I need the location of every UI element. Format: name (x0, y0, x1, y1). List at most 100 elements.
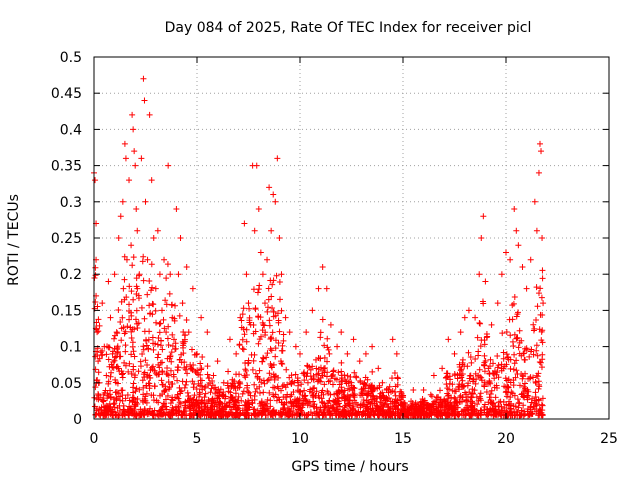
data-point (242, 367, 249, 374)
data-point (315, 370, 322, 377)
data-point (100, 403, 107, 410)
data-point (324, 335, 331, 342)
data-point (313, 365, 320, 372)
data-point (198, 314, 205, 321)
data-point (107, 403, 114, 410)
data-point (503, 393, 510, 400)
data-point (266, 184, 273, 191)
data-point (444, 370, 451, 377)
data-point (332, 397, 339, 404)
data-point (268, 293, 275, 300)
data-point (142, 357, 149, 364)
data-point (425, 402, 432, 409)
data-point (379, 401, 386, 408)
data-point (189, 346, 195, 353)
data-point (275, 410, 282, 417)
data-point (487, 356, 494, 363)
data-point (276, 328, 283, 335)
data-point (253, 385, 260, 392)
data-point (159, 359, 166, 366)
data-point (445, 395, 452, 402)
data-point (270, 371, 277, 378)
data-point (475, 352, 482, 359)
data-point (453, 399, 460, 406)
data-point (186, 405, 193, 412)
data-point (275, 340, 282, 347)
data-point (296, 404, 303, 411)
data-point (492, 394, 499, 401)
data-point (120, 285, 127, 292)
data-point (109, 364, 116, 371)
data-point (539, 395, 546, 402)
data-point (150, 346, 157, 353)
data-point (537, 359, 544, 366)
data-point (300, 400, 307, 407)
data-point (454, 375, 461, 382)
data-point (119, 198, 126, 205)
data-point (181, 332, 188, 339)
data-point (498, 271, 505, 278)
data-point (226, 336, 233, 343)
data-point (118, 325, 125, 332)
data-point (287, 393, 294, 400)
data-point (375, 412, 382, 419)
data-point (292, 343, 299, 350)
data-point (514, 396, 521, 403)
data-point (272, 353, 279, 360)
data-point (163, 329, 170, 336)
data-point (111, 335, 118, 342)
data-point (187, 361, 194, 368)
data-point (333, 408, 340, 415)
data-point (276, 296, 283, 303)
data-point (510, 366, 517, 373)
data-point (385, 407, 392, 414)
data-point (218, 412, 225, 419)
data-point (180, 350, 187, 357)
data-point (532, 380, 539, 387)
data-point (97, 406, 104, 413)
data-point (270, 191, 277, 198)
data-point (530, 351, 537, 358)
data-point (531, 325, 538, 332)
data-point (360, 390, 367, 397)
data-point (182, 402, 189, 409)
data-point (338, 368, 345, 375)
data-point (310, 385, 317, 392)
data-point (386, 383, 393, 390)
data-point (113, 329, 120, 336)
data-point (131, 148, 138, 155)
data-point (349, 405, 356, 412)
data-point (250, 286, 257, 293)
data-point (314, 378, 321, 385)
data-point (184, 370, 191, 377)
data-point (539, 411, 546, 418)
data-point (534, 352, 541, 359)
data-point (130, 126, 137, 133)
data-point (106, 400, 113, 407)
data-point (139, 350, 146, 357)
data-point (236, 411, 243, 418)
data-point (272, 345, 279, 352)
data-point (128, 370, 135, 377)
data-point (277, 358, 284, 365)
data-point (196, 393, 203, 400)
data-point (349, 412, 356, 419)
data-point (241, 220, 248, 227)
data-point (270, 361, 277, 368)
data-point (495, 403, 502, 410)
data-point (232, 390, 239, 397)
data-point (295, 403, 302, 410)
y-tick-label: 0.45 (51, 86, 82, 102)
data-point (152, 285, 159, 292)
data-point (226, 400, 233, 407)
data-point (163, 275, 170, 282)
data-point (473, 394, 480, 401)
data-point (376, 382, 383, 389)
data-point (259, 327, 266, 334)
data-point (243, 372, 250, 379)
data-point (514, 334, 521, 341)
data-point (402, 412, 409, 419)
data-point (140, 384, 147, 391)
data-point (274, 310, 281, 317)
data-point (225, 410, 232, 417)
